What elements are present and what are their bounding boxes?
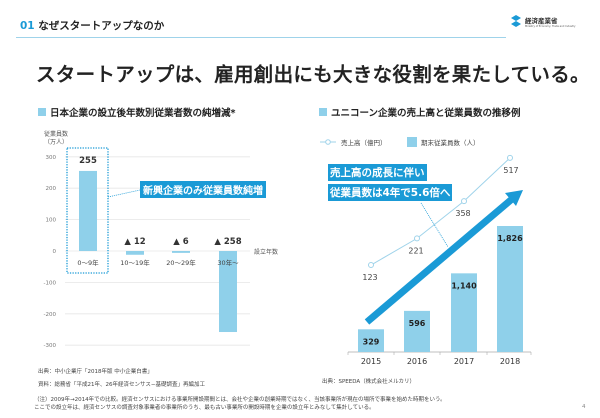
- bar-label: 1,826: [497, 234, 523, 243]
- y-axis-unit: （万人）: [44, 139, 68, 146]
- callout-leader: [107, 189, 141, 198]
- legend-sales: 売上高（億円）: [341, 138, 387, 147]
- sales-label: 358: [455, 209, 470, 218]
- x-tick-label: 30年～: [217, 258, 239, 267]
- bar: [451, 273, 477, 352]
- right-callout: 売上高の成長に伴い 従業員数は4年で5.6倍へ: [328, 161, 453, 201]
- sales-label: 123: [362, 273, 377, 282]
- bar: [358, 329, 384, 352]
- bar: [172, 251, 190, 253]
- bar: [79, 170, 97, 251]
- x-axis-label: 設立年数: [254, 248, 278, 256]
- data-label: ▲ 12: [124, 237, 145, 247]
- footnote-2: ここでの設立年は、経済センサスの調査対象事業者の事業所のうち、最も古い事業所の開…: [34, 405, 375, 411]
- bar-label: 1,140: [451, 281, 477, 290]
- legend-employees: 期末従業員数（人）: [421, 138, 480, 147]
- x-tick-label: 2015: [361, 357, 381, 366]
- x-tick-label: 10～19年: [120, 258, 150, 267]
- bar: [219, 251, 237, 333]
- sales-point: [368, 262, 374, 269]
- sales-label: 221: [408, 246, 423, 255]
- data-label: ▲ 258: [214, 237, 241, 247]
- bar: [497, 226, 523, 352]
- bar: [404, 310, 430, 352]
- bar-label: 596: [409, 319, 426, 328]
- bullet-square: [38, 108, 46, 116]
- sales-point: [414, 235, 420, 242]
- y-tick-label: -100: [44, 280, 57, 286]
- y-tick-label: 100: [46, 218, 57, 224]
- x-tick-label: 20～29年: [166, 258, 196, 267]
- page-number: 4: [582, 404, 586, 410]
- section-header: 01 なぜスタートアップなのか: [20, 20, 165, 32]
- callout-leader: [420, 202, 449, 248]
- sales-label: 517: [503, 166, 518, 175]
- left-material: 資料：総務省「平成21年、26年経済センサス−基礎調査」再編加工: [38, 382, 205, 388]
- y-axis-label: 従業員数: [44, 130, 68, 138]
- growth-arrow-shaft: [364, 196, 515, 325]
- right-source: 出典：SPEEDA（株式会社メルカリ）: [322, 379, 415, 385]
- sales-point: [507, 154, 513, 161]
- data-label: 255: [79, 156, 97, 166]
- header-divider: [16, 37, 506, 38]
- x-tick-label: 2017: [454, 357, 474, 366]
- legend-marker-icon: [325, 139, 331, 145]
- right-chart-title: ユニコーン企業の売上高と従業員数の推移例: [319, 105, 521, 119]
- sales-line: [370, 157, 511, 266]
- x-tick-label: 2016: [407, 357, 427, 366]
- sales-point: [461, 198, 467, 205]
- footnote-1: （注）2009年→2014年での比較。経済センサスにおける事業所開設期間とは、会…: [34, 397, 446, 403]
- left-chart-title: 日本企業の設立後年数別従業者数の純増減*: [38, 105, 235, 119]
- logo-icon: [511, 15, 521, 27]
- left-callout: 新興企業のみ従業員数純増: [140, 181, 266, 198]
- growth-arrow-head: [505, 190, 523, 206]
- left-source: 出典：中小企業庁「2018年版 中小企業白書」: [38, 369, 153, 375]
- bar-label: 329: [363, 337, 380, 346]
- data-label: ▲ 6: [173, 237, 188, 247]
- legend-bar-icon: [407, 137, 417, 147]
- y-tick-label: 0: [53, 249, 57, 255]
- x-tick-label: 2018: [500, 357, 520, 366]
- y-tick-label: -200: [44, 312, 57, 318]
- y-tick-label: -300: [44, 343, 57, 349]
- page-title: スタートアップは、雇用創出にも大きな役割を果たしている。: [36, 63, 590, 86]
- y-tick-label: 300: [46, 155, 57, 161]
- y-tick-label: 200: [46, 186, 57, 192]
- x-tick-label: 0～9年: [77, 258, 99, 267]
- meti-logo: 経済産業省 Ministry of Economy, Trade and Indu…: [510, 14, 575, 28]
- bar: [126, 251, 144, 255]
- bullet-square: [319, 108, 327, 116]
